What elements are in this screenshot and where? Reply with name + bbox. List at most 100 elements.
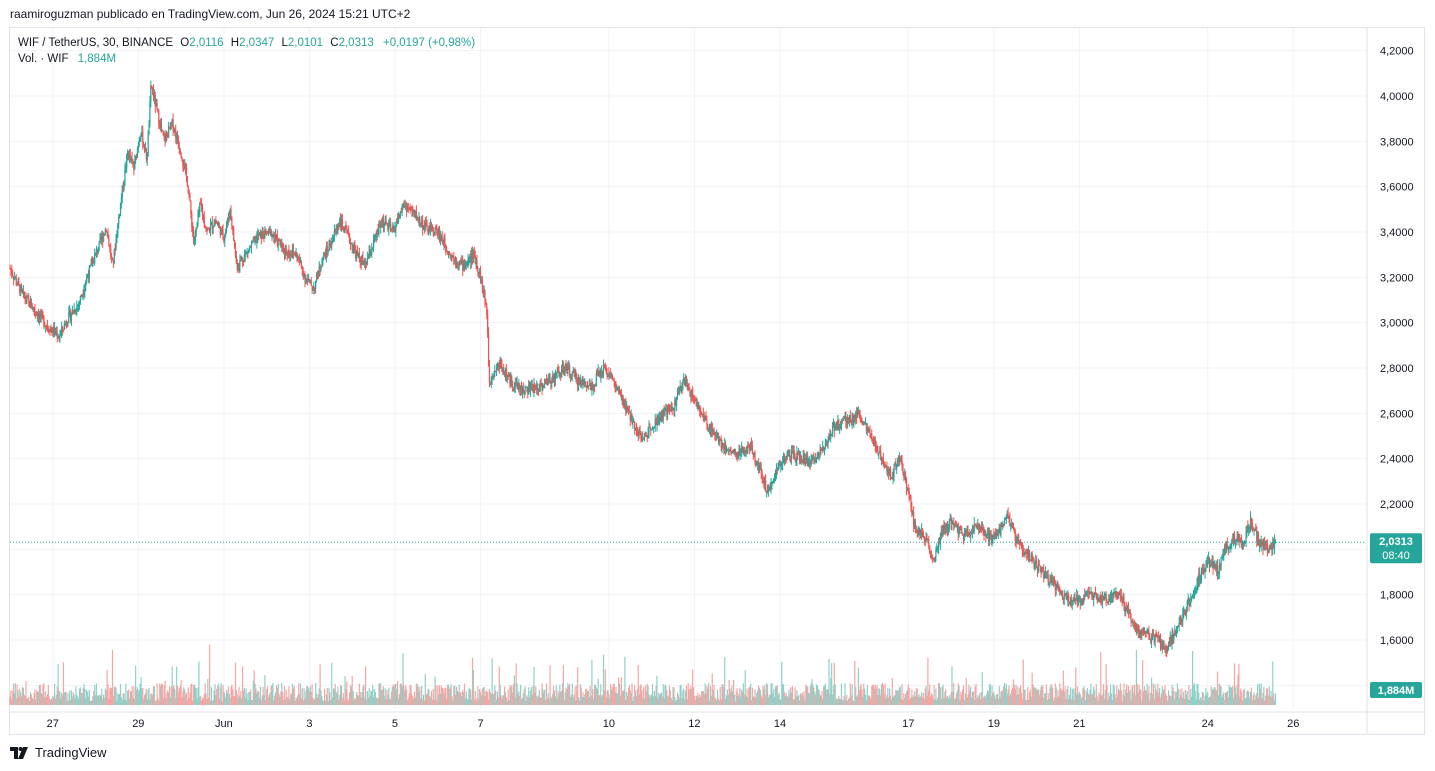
volume-bar	[708, 700, 711, 705]
symbol-label[interactable]: WIF / TetherUS, 30, BINANCE	[18, 37, 174, 49]
volume-bar	[526, 695, 528, 705]
candle-body	[958, 533, 960, 535]
volume-bar	[548, 698, 550, 705]
volume-bar	[46, 693, 49, 705]
volume-bar	[119, 693, 121, 705]
volume-bar	[381, 690, 383, 705]
candle-body	[663, 409, 665, 416]
volume-bar	[712, 690, 714, 705]
volume-bar	[155, 700, 157, 705]
volume-bar	[582, 692, 584, 705]
candle-body	[311, 285, 313, 289]
volume-bar	[239, 696, 241, 705]
volume-bar	[918, 694, 920, 705]
volume-bar	[1216, 671, 1219, 705]
candle-body	[926, 538, 928, 540]
candle-body	[939, 537, 941, 545]
volume-bar	[151, 693, 153, 705]
volume-bar	[225, 689, 228, 705]
candle-body	[168, 127, 170, 138]
volume-bar	[1179, 689, 1181, 705]
candle-body	[63, 324, 65, 330]
candle-body	[571, 372, 573, 375]
volume-bar	[1267, 695, 1269, 705]
candle-body	[356, 251, 358, 259]
volume-bar	[984, 695, 986, 705]
candle-body	[446, 250, 448, 252]
candle-body	[144, 148, 147, 152]
candle-body	[968, 533, 970, 535]
volume-bar	[1063, 691, 1065, 705]
candle-body	[173, 129, 175, 131]
x-tick-label: 24	[1202, 718, 1214, 730]
candle-body	[1152, 634, 1154, 637]
volume-bar	[463, 683, 466, 705]
candle-body	[733, 451, 736, 453]
candle-body	[1160, 644, 1162, 649]
volume-bar	[989, 684, 991, 705]
volume-bar	[495, 699, 498, 705]
candle-body	[1175, 631, 1177, 634]
candle-body	[972, 530, 974, 532]
volume-bar	[519, 696, 521, 705]
candle-body	[860, 417, 862, 421]
volume-bar	[259, 686, 262, 705]
candle-body	[827, 440, 829, 444]
candle-body	[751, 445, 753, 453]
candle-body	[895, 462, 897, 469]
candle-body	[1206, 562, 1208, 567]
volume-bar	[880, 684, 883, 705]
volume-bar	[143, 699, 145, 705]
candle-body	[603, 365, 606, 367]
candle-body	[87, 276, 90, 279]
candle-body	[644, 435, 647, 437]
volume-bar	[545, 683, 548, 705]
volume-bar	[422, 694, 425, 705]
volume-bar	[134, 698, 136, 705]
volume-bar	[774, 686, 777, 705]
candle-body	[36, 312, 38, 316]
volume-bar	[445, 687, 447, 705]
volume-bar	[860, 683, 862, 705]
volume-bar	[713, 684, 715, 705]
volume-label[interactable]: Vol. · WIF	[18, 53, 69, 65]
candle-body	[325, 246, 327, 258]
tradingview-logo[interactable]: TradingView	[10, 745, 107, 760]
volume-bar	[786, 695, 788, 705]
candle-body	[768, 487, 770, 489]
volume-bar	[227, 686, 229, 705]
candle-body	[703, 417, 705, 421]
y-tick-label: 3,4000	[1380, 227, 1414, 239]
volume-bar	[764, 685, 766, 705]
volume-bar	[1219, 684, 1221, 705]
volume-bar	[333, 689, 335, 705]
candle-body	[825, 441, 827, 443]
volume-bar	[33, 692, 35, 705]
volume-bar	[813, 687, 815, 705]
volume-bar	[197, 687, 199, 705]
volume-bar	[505, 697, 507, 705]
volume-bar	[1134, 684, 1136, 705]
volume-bar	[1078, 692, 1081, 705]
volume-bar	[690, 685, 692, 705]
volume-bar	[291, 693, 293, 705]
volume-bar	[1099, 694, 1101, 705]
volume-bar	[585, 688, 587, 705]
candle-body	[163, 135, 165, 139]
candle-body	[1268, 547, 1270, 552]
candle-body	[437, 233, 439, 235]
volume-bar	[193, 684, 196, 705]
volume-bar	[560, 692, 562, 705]
candle-body	[254, 237, 256, 240]
candle-body	[1089, 592, 1091, 594]
volume-bar	[85, 697, 87, 705]
volume-bar	[1113, 685, 1115, 705]
candle-body	[1182, 613, 1184, 621]
volume-bar	[1006, 693, 1008, 705]
volume-bar	[1212, 690, 1214, 705]
volume-bar	[1139, 688, 1141, 705]
volume-bar	[279, 696, 281, 705]
candle-body	[327, 250, 329, 252]
volume-bar	[421, 685, 423, 705]
